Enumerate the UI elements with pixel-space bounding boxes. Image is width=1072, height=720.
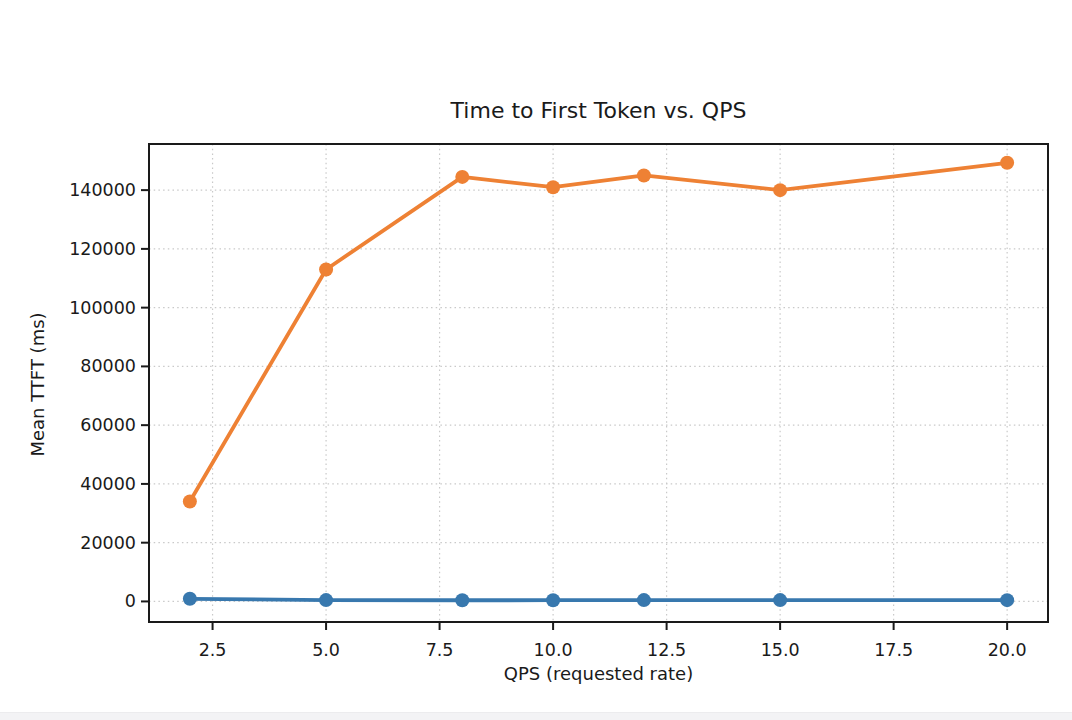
- y-tick-label: 60000: [80, 415, 136, 435]
- y-tick-label: 80000: [80, 356, 136, 376]
- high-ttft-orange-series-marker: [455, 170, 469, 184]
- y-tick-label: 120000: [69, 239, 136, 259]
- x-tick-label: 7.5: [426, 640, 454, 660]
- y-tick-label: 20000: [80, 533, 136, 553]
- bottom-scroll-strip: [0, 712, 1072, 720]
- low-ttft-blue-series-marker: [319, 593, 333, 607]
- x-tick-label: 2.5: [199, 640, 227, 660]
- y-axis-label: Mean TTFT (ms): [27, 146, 48, 624]
- x-tick-label: 5.0: [312, 640, 340, 660]
- high-ttft-orange-series-marker: [183, 495, 197, 509]
- high-ttft-orange-series-marker: [546, 180, 560, 194]
- high-ttft-orange-series-line: [190, 163, 1007, 502]
- x-tick-label: 15.0: [761, 640, 800, 660]
- chart-title: Time to First Token vs. QPS: [149, 96, 1048, 126]
- low-ttft-blue-series-marker: [183, 592, 197, 606]
- y-tick-label: 100000: [69, 298, 136, 318]
- y-tick-label: 140000: [69, 180, 136, 200]
- low-ttft-blue-series-marker: [455, 593, 469, 607]
- plot-border: [149, 144, 1048, 622]
- high-ttft-orange-series-marker: [1000, 156, 1014, 170]
- low-ttft-blue-series-marker: [637, 593, 651, 607]
- high-ttft-orange-series-marker: [773, 183, 787, 197]
- low-ttft-blue-series-line: [190, 599, 1007, 600]
- low-ttft-blue-series-marker: [773, 593, 787, 607]
- y-tick-label: 0: [125, 591, 136, 611]
- ttft-vs-qps-chart: 2.5 5.0 7.5 10.0 12.5 15.0 17.5 20.0 0 20000 40000…: [0, 0, 1072, 712]
- x-tick-label: 17.5: [874, 640, 913, 660]
- low-ttft-blue-series-marker: [1000, 593, 1014, 607]
- y-tick-label: 40000: [80, 474, 136, 494]
- low-ttft-blue-series-marker: [546, 593, 560, 607]
- high-ttft-orange-series-marker: [319, 262, 333, 276]
- x-tick-label: 12.5: [647, 640, 686, 660]
- high-ttft-orange-series-marker: [637, 168, 651, 182]
- x-axis-label: QPS (requested rate): [149, 663, 1048, 684]
- x-tick-label: 20.0: [988, 640, 1027, 660]
- x-tick-label: 10.0: [534, 640, 573, 660]
